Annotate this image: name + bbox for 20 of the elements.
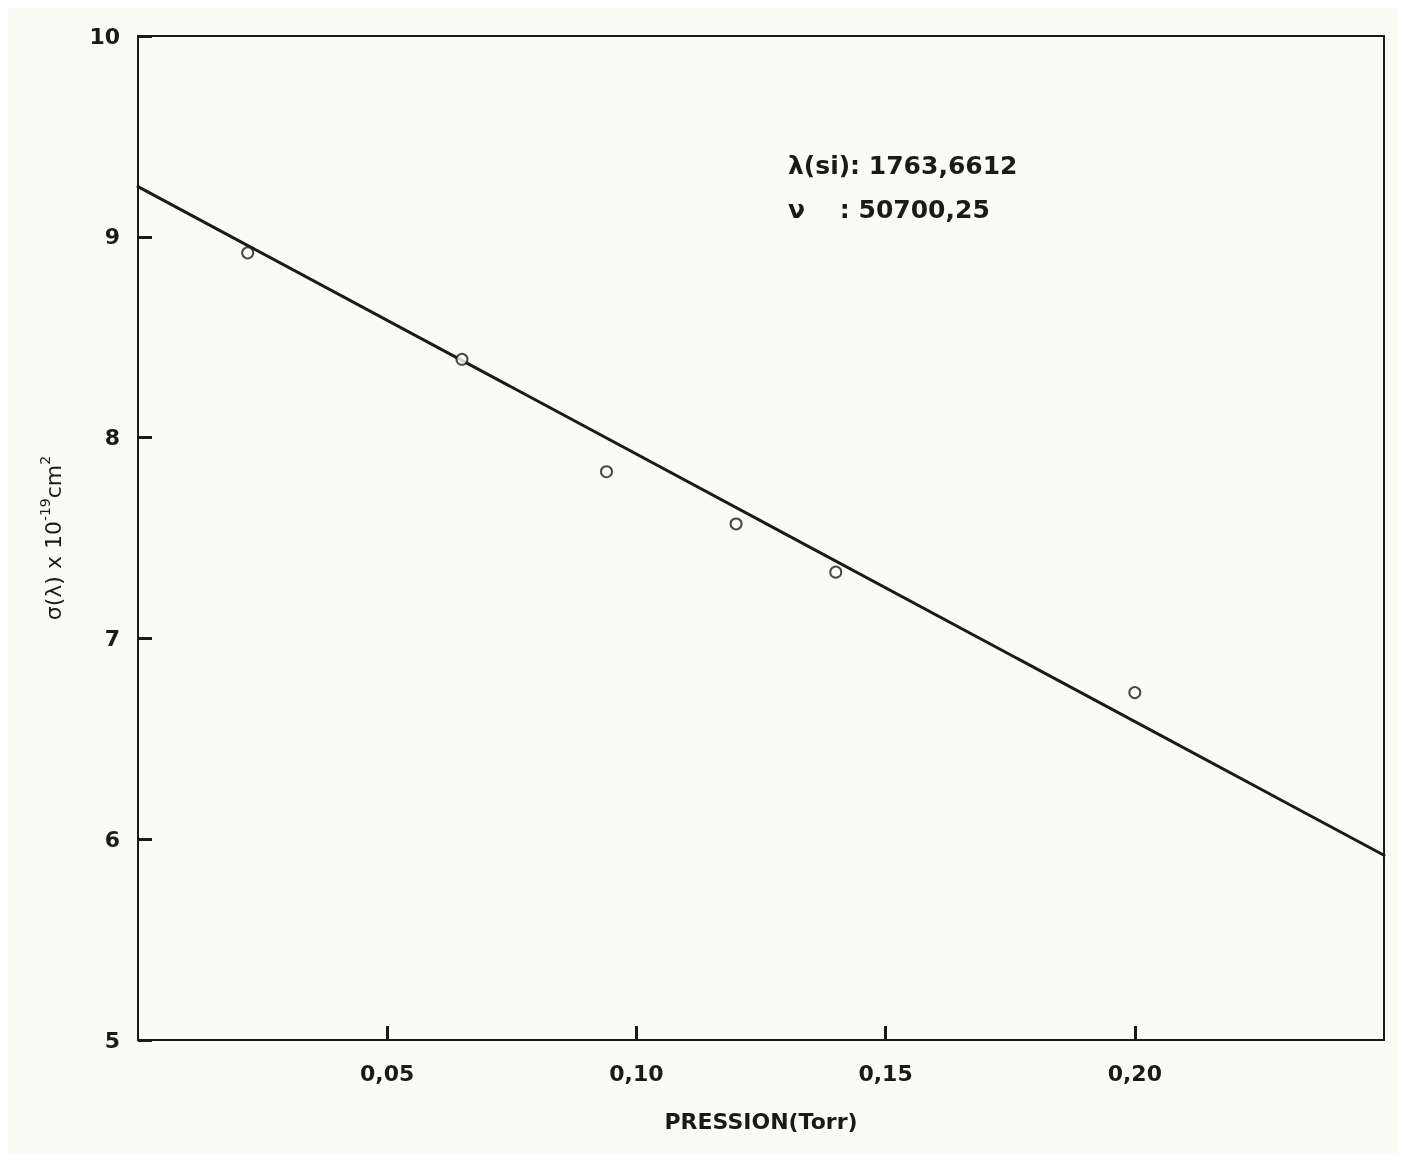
x-tick-label: 0,10 xyxy=(609,1060,664,1086)
y-axis-title: σ(λ) x 10-19cm2 xyxy=(37,455,66,621)
point xyxy=(600,465,613,479)
point xyxy=(729,517,743,531)
y-tick-label: 8 xyxy=(104,425,120,451)
y-tick-label: 7 xyxy=(104,625,120,651)
x-axis-title: PRESSION(Torr) xyxy=(664,1108,858,1134)
point xyxy=(1128,686,1142,700)
x-tick-label: 0,05 xyxy=(360,1060,415,1086)
annotation: ν : 50700,25 xyxy=(788,195,990,224)
y-tick-label: 5 xyxy=(104,1027,120,1053)
point xyxy=(241,246,255,260)
y-tick-label: 9 xyxy=(104,224,120,250)
y-tick-label: 6 xyxy=(104,826,120,852)
x-tick-label: 0,15 xyxy=(858,1060,913,1086)
y-tick-label: 10 xyxy=(89,23,120,49)
point xyxy=(829,565,843,579)
point xyxy=(455,352,469,366)
annotation: λ(si): 1763,6612 xyxy=(788,151,1018,180)
x-tick-label: 0,20 xyxy=(1107,1060,1162,1086)
